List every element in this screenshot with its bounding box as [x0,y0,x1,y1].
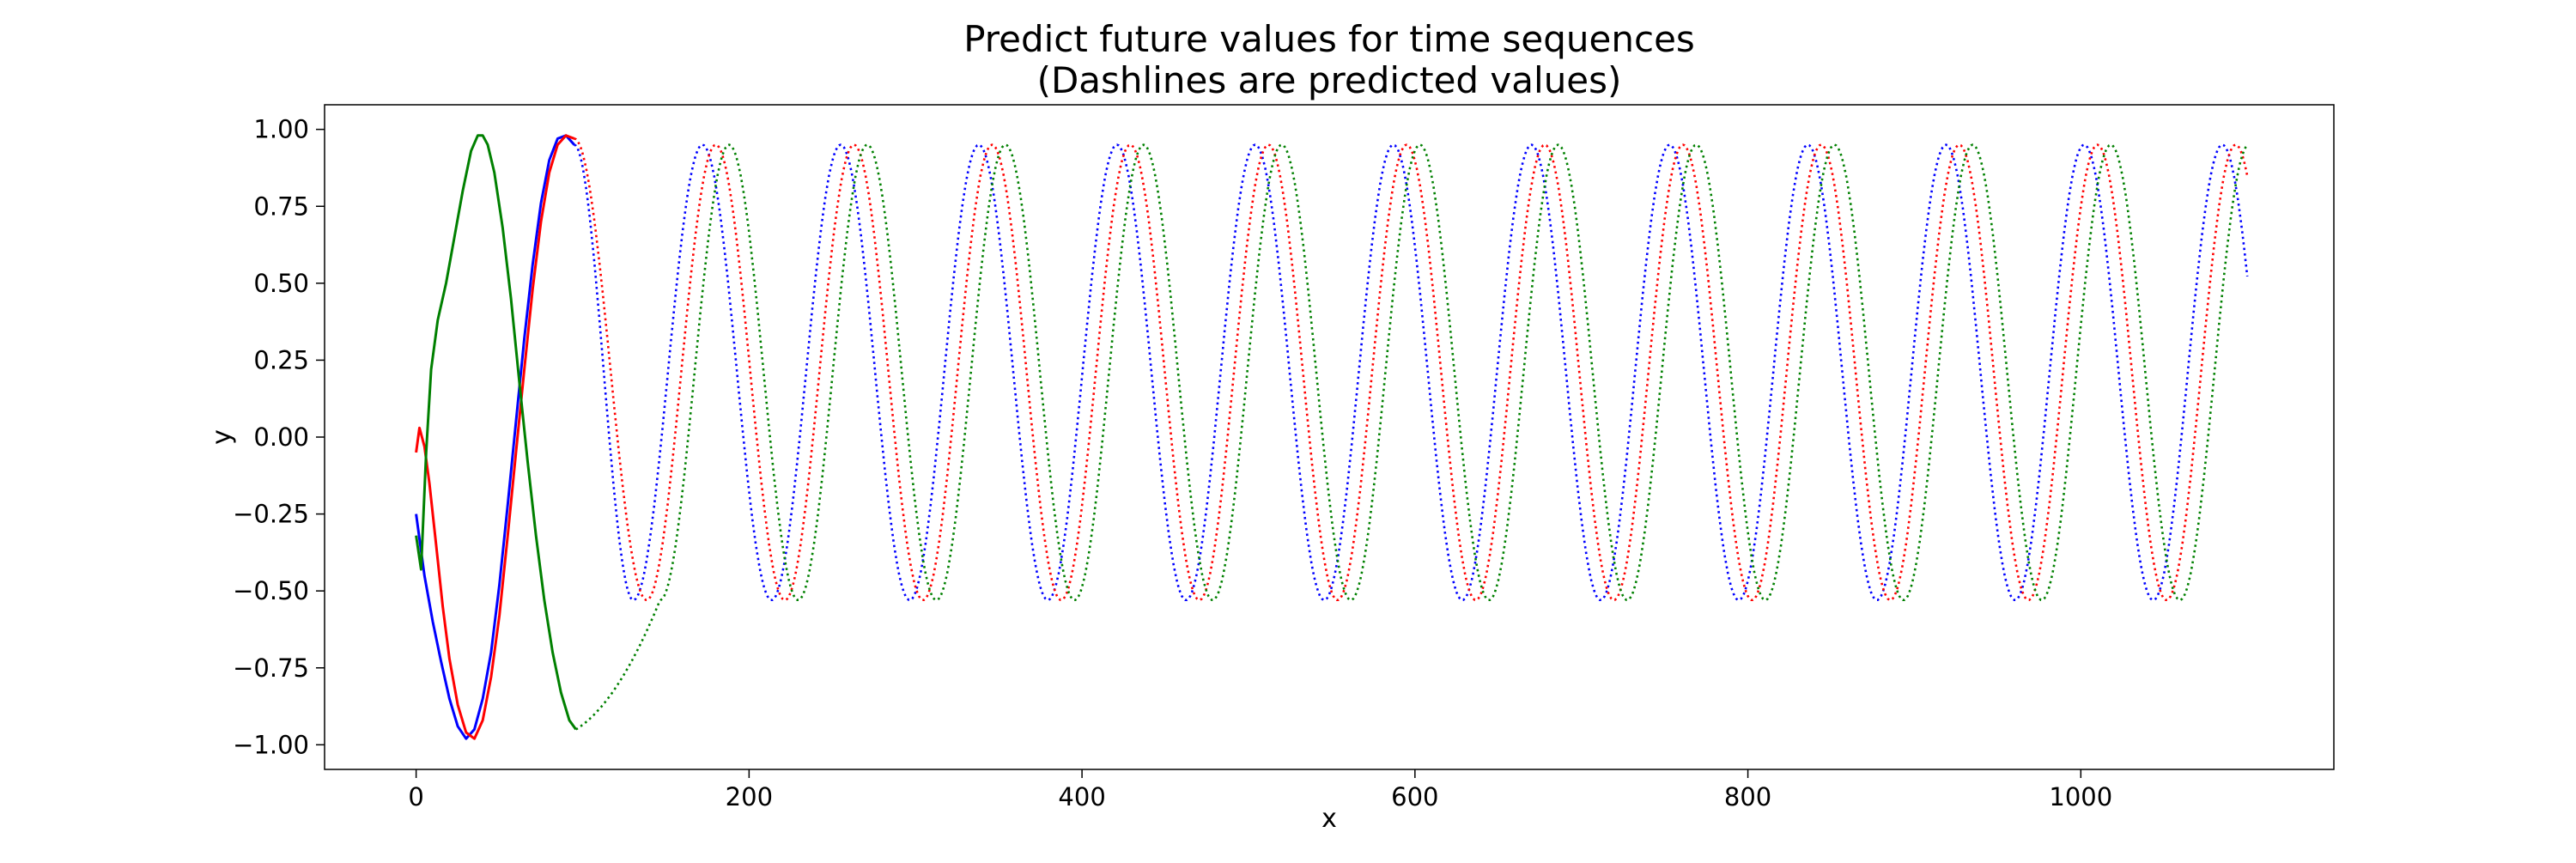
chart-title-line1: Predict future values for time sequences [963,18,1695,60]
y-tick-label: 0.75 [253,191,309,221]
y-tick-label: 0.00 [253,422,309,452]
x-tick-label: 600 [1391,782,1438,811]
x-tick-label: 1000 [2049,782,2112,811]
observed-series-line-3 [415,134,577,731]
observed-series-line-1 [415,134,575,740]
x-tick-label: 400 [1058,782,1105,811]
x-axis: 0 200 400 600 800 1000 [408,769,2112,811]
predicted-series-line-3 [575,143,2249,731]
x-tick-label: 0 [408,782,423,811]
y-axis-label: y [207,429,237,445]
y-tick-label: 0.50 [253,269,309,298]
y-axis: −1.00 −0.75 −0.50 −0.25 0.00 0.25 0.50 0.75 1.00 [233,115,325,759]
plot-lines [415,134,2249,740]
x-tick-label: 200 [726,782,773,811]
predicted-series-line-1 [574,143,2249,601]
x-tick-label: 800 [1724,782,1771,811]
y-tick-label: −0.75 [233,653,309,683]
observed-series-line-2 [415,134,575,740]
y-tick-label: −1.00 [233,730,309,759]
y-tick-label: 1.00 [253,115,309,144]
x-axis-label: x [1321,804,1337,834]
y-tick-label: 0.25 [253,345,309,374]
y-tick-label: −0.25 [233,500,309,529]
y-tick-label: −0.50 [233,576,309,605]
chart-title-line2: (Dashlines are predicted values) [1037,59,1622,101]
